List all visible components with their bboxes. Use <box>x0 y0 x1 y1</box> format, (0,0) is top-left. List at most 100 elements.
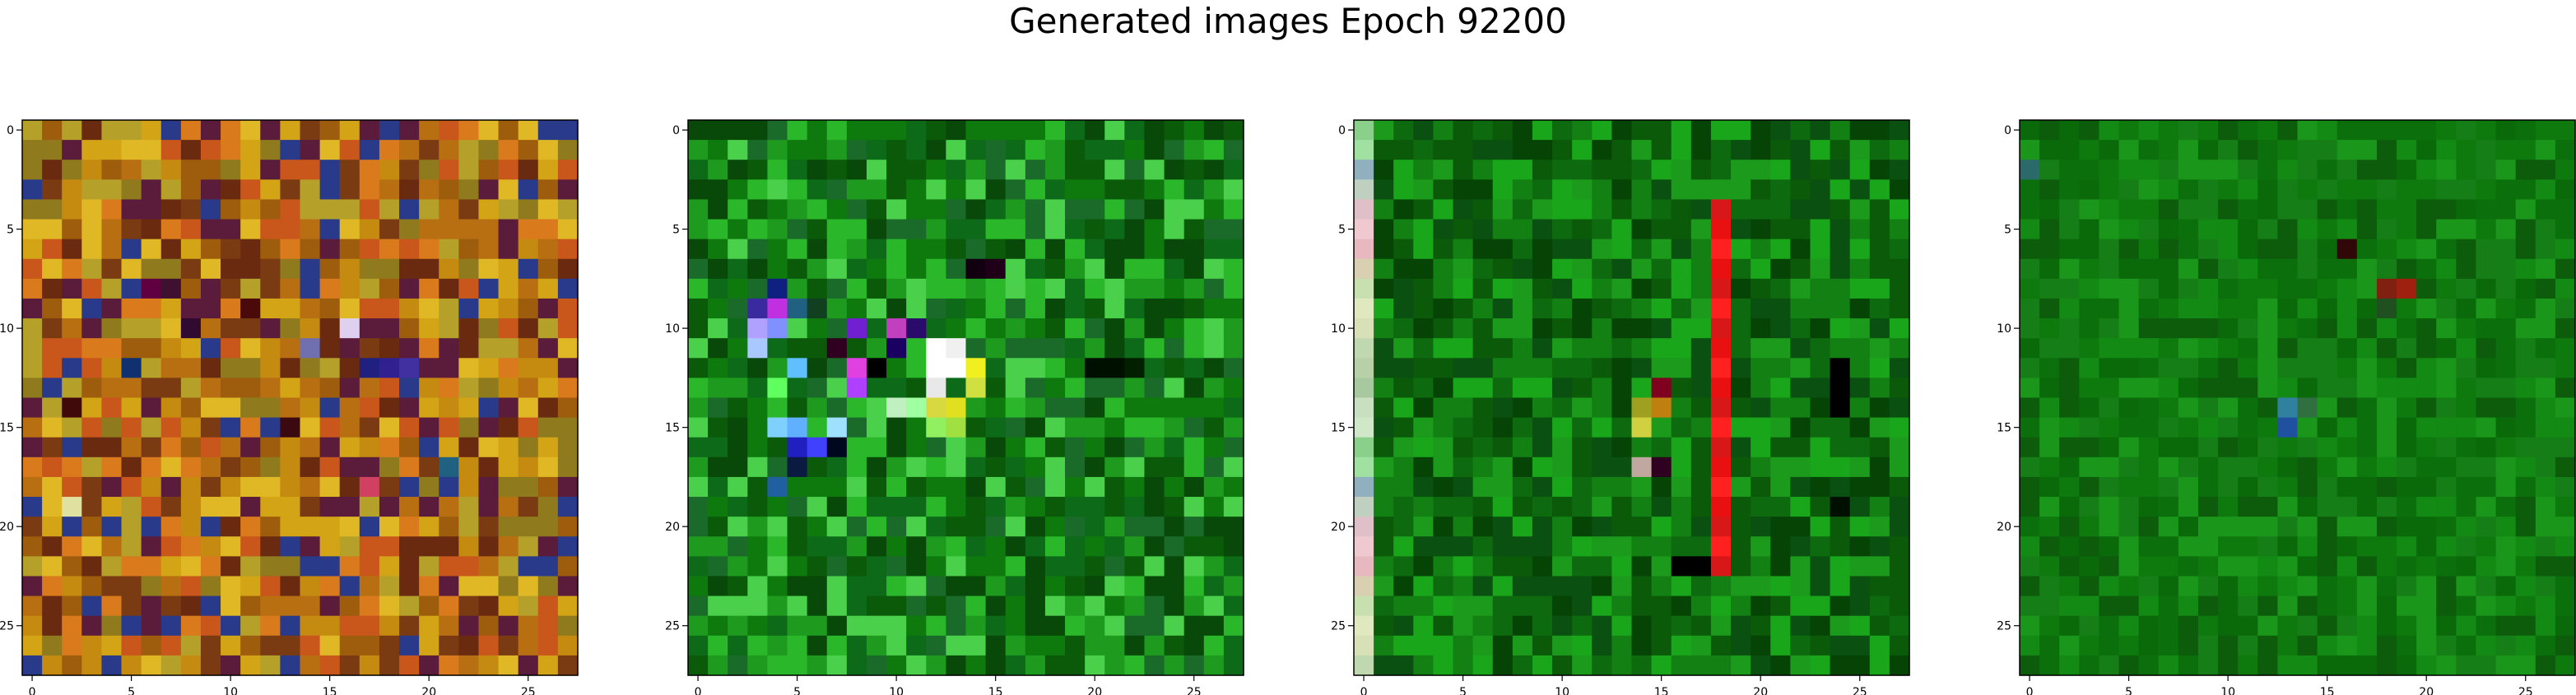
pixel <box>498 397 519 419</box>
pixel <box>1651 199 1672 220</box>
pixel <box>1393 417 1414 438</box>
pixel <box>2099 595 2120 617</box>
pixel <box>787 635 808 656</box>
pixel <box>2257 338 2278 359</box>
pixel <box>478 556 500 577</box>
pixel <box>2277 358 2299 378</box>
pixel <box>240 615 261 637</box>
pixel <box>2277 140 2299 160</box>
pixel <box>2515 635 2536 656</box>
pixel <box>1830 258 1851 280</box>
pixel <box>379 298 400 319</box>
pixel <box>2178 556 2199 577</box>
pixel <box>1144 615 1165 637</box>
pixel <box>1552 437 1573 458</box>
pixel <box>1770 397 1791 419</box>
x-tick-label: 20 <box>1753 686 1768 695</box>
pixel <box>1085 595 1105 617</box>
pixel <box>1393 378 1414 399</box>
pixel <box>866 615 887 637</box>
pixel <box>319 456 341 478</box>
pixel <box>985 476 1007 498</box>
pixel <box>2535 298 2556 319</box>
pixel <box>985 358 1007 378</box>
pixel <box>767 456 788 478</box>
pixel <box>866 556 887 577</box>
pixel <box>2535 437 2556 458</box>
pixel <box>767 497 788 517</box>
pixel <box>439 456 459 478</box>
pixel <box>688 318 709 339</box>
pixel <box>121 219 142 240</box>
pixel <box>2277 576 2299 597</box>
pixel <box>1433 655 1454 676</box>
pixel <box>2138 338 2160 359</box>
pixel <box>2416 497 2437 517</box>
pixel <box>1651 576 1672 597</box>
pixel <box>1374 417 1394 438</box>
pixel <box>1512 338 1533 359</box>
pixel <box>221 120 241 141</box>
pixel <box>2118 437 2140 458</box>
pixel <box>2397 219 2417 240</box>
pixel <box>518 615 539 637</box>
pixel <box>965 120 987 141</box>
pixel <box>1532 417 1553 438</box>
pixel <box>458 160 480 180</box>
pixel <box>1044 576 1066 597</box>
pixel <box>1810 397 1831 419</box>
pixel <box>458 417 480 438</box>
pixel <box>1790 556 1811 577</box>
pixel <box>1552 120 1573 141</box>
pixel <box>708 576 728 597</box>
pixel <box>1869 258 1890 280</box>
pixel <box>1124 556 1146 577</box>
pixel <box>200 258 221 280</box>
pixel <box>1453 615 1474 637</box>
pixel <box>1790 338 1811 359</box>
pixel <box>747 497 769 517</box>
pixel <box>2456 476 2477 498</box>
pixel <box>2238 437 2258 458</box>
pixel <box>2555 219 2576 240</box>
pixel <box>260 239 281 260</box>
pixel <box>688 179 709 201</box>
pixel <box>1164 278 1185 299</box>
pixel <box>2238 258 2258 280</box>
pixel <box>2118 120 2140 141</box>
pixel <box>22 635 43 656</box>
pixel <box>767 278 788 299</box>
pixel <box>2317 595 2338 617</box>
pixel <box>1512 160 1533 180</box>
pixel <box>866 160 887 180</box>
pixel <box>359 615 380 637</box>
pixel <box>2317 615 2338 637</box>
pixel <box>886 378 907 399</box>
pixel <box>458 338 480 359</box>
y-tick-label: 10 <box>0 322 14 336</box>
pixel <box>419 219 439 240</box>
pixel <box>2456 655 2477 676</box>
pixel <box>2099 140 2120 160</box>
pixel <box>2416 576 2437 597</box>
pixel <box>826 318 848 339</box>
pixel <box>319 298 341 319</box>
pixel <box>359 199 380 220</box>
pixel <box>1552 497 1573 517</box>
pixel <box>1354 595 1374 617</box>
pixel <box>1025 219 1046 240</box>
pixel <box>1830 635 1851 656</box>
pixel <box>379 219 400 240</box>
pixel <box>2158 298 2179 319</box>
pixel <box>399 298 420 319</box>
pixel <box>1731 556 1751 577</box>
pixel <box>359 397 380 419</box>
pixel <box>2178 358 2199 378</box>
pixel <box>946 397 967 419</box>
pixel <box>787 298 808 319</box>
pixel <box>1889 219 1910 240</box>
pixel <box>846 318 867 339</box>
pixel <box>319 160 341 180</box>
pixel <box>846 358 867 378</box>
pixel <box>1830 278 1851 299</box>
